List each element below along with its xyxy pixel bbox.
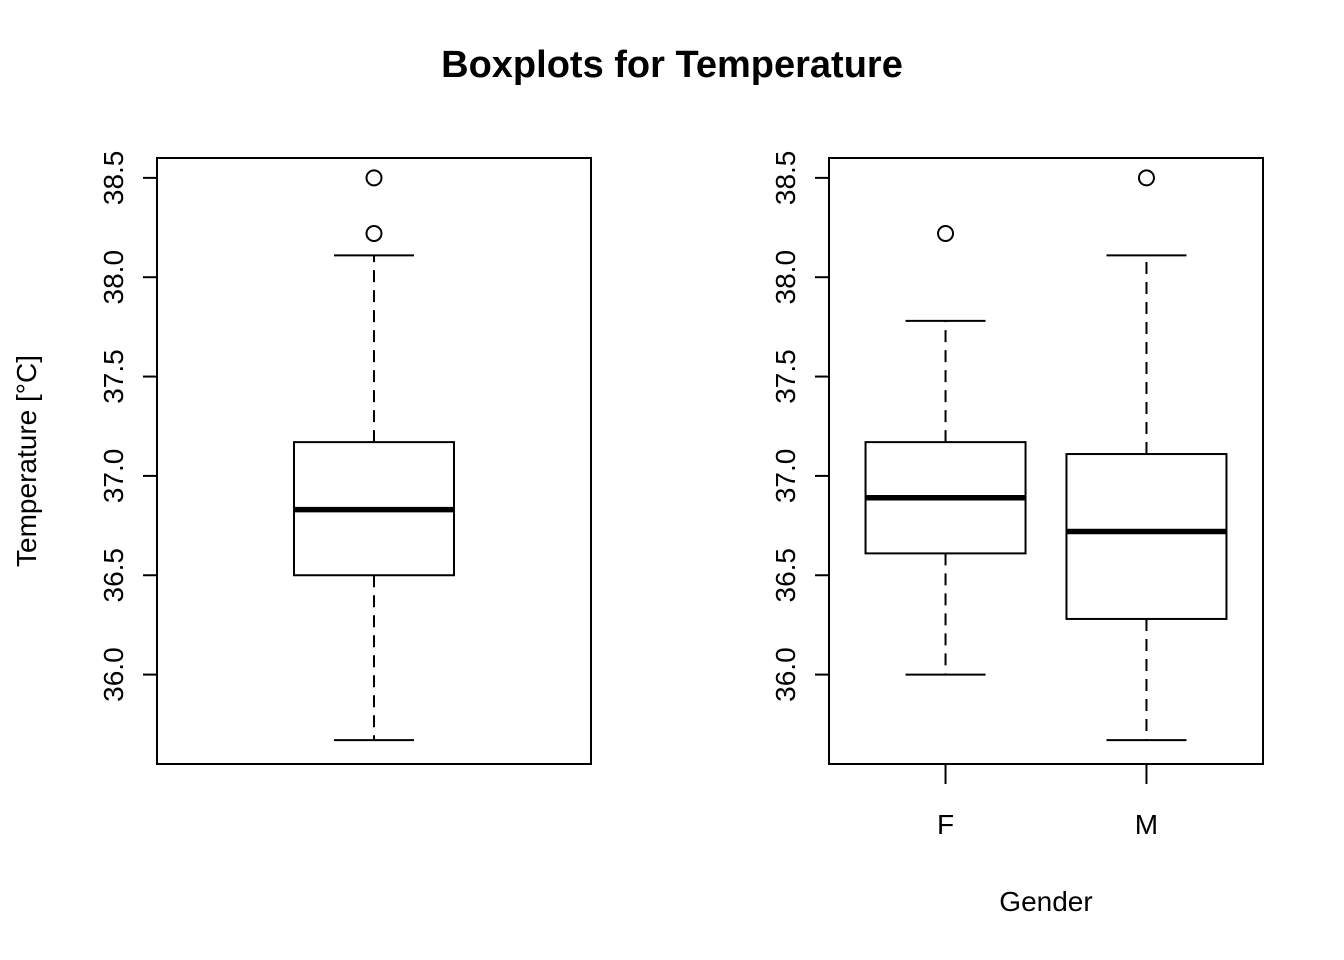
- iqr-box: [1065, 453, 1228, 620]
- outlier-point: [365, 225, 383, 243]
- y-tick-label: 37.0: [98, 449, 129, 504]
- y-tick-label: 38.5: [770, 151, 801, 206]
- figure-title: Boxplots for Temperature: [441, 44, 903, 86]
- x-tick-label: M: [1135, 809, 1158, 840]
- x-axis-label: Gender: [999, 886, 1092, 917]
- y-tick-label: 38.5: [98, 151, 129, 206]
- y-tick-label: 37.0: [770, 449, 801, 504]
- plot-frame: [156, 157, 592, 765]
- panel-by-gender: 36.0 36.5 37.0 37.5 38.0 38.5 F M Gender: [770, 151, 1264, 917]
- y-tick-label: 37.5: [770, 349, 801, 404]
- y-axis-label: Temperature [°C]: [11, 355, 42, 567]
- box-F: [864, 225, 1027, 676]
- outlier-point: [937, 225, 955, 243]
- y-tick-label: 36.0: [98, 647, 129, 702]
- plot-frame: [828, 157, 1264, 765]
- y-tick-label: 37.5: [98, 349, 129, 404]
- y-tick-label: 36.0: [770, 647, 801, 702]
- y-tick-label: 38.0: [98, 250, 129, 305]
- outlier-point: [1137, 169, 1155, 187]
- box-M: [1065, 169, 1228, 742]
- y-tick-label: 38.0: [770, 250, 801, 305]
- box-all: [293, 169, 455, 742]
- panel-overall: 36.0 36.5 37.0 37.5 38.0 38.5 Temperature [°C]: [11, 151, 592, 765]
- y-tick-label: 36.5: [770, 548, 801, 603]
- outlier-point: [365, 169, 383, 187]
- x-tick-label: F: [937, 809, 954, 840]
- y-tick-label: 36.5: [98, 548, 129, 603]
